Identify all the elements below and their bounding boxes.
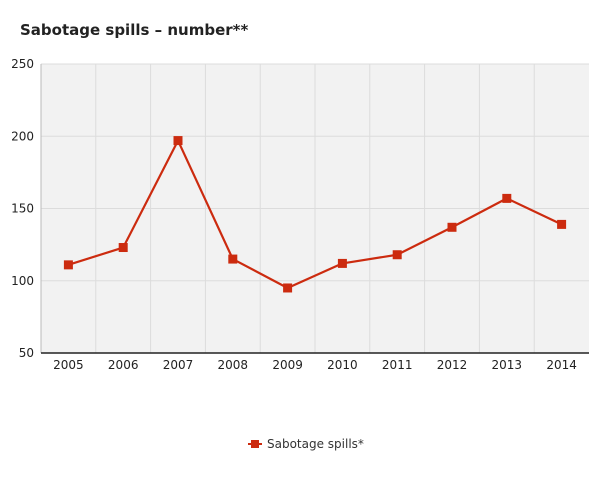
- x-tick-label: 2008: [218, 358, 249, 372]
- legend[interactable]: Sabotage spills*: [248, 437, 364, 451]
- data-point-marker: [447, 222, 457, 232]
- tick-labels: 50 100 150 200 250 2005 2006 2007 2008 2009 2010 20…: [11, 57, 577, 372]
- y-tick-label: 50: [19, 346, 34, 360]
- y-tick-label: 250: [11, 57, 34, 71]
- data-point-marker: [228, 254, 238, 264]
- data-point-marker: [557, 219, 567, 229]
- x-tick-label: 2006: [108, 358, 139, 372]
- x-tick-label: 2009: [272, 358, 303, 372]
- data-point-marker: [63, 260, 73, 270]
- x-tick-label: 2010: [327, 358, 358, 372]
- series-line: [68, 139, 563, 290]
- legend-marker-icon: [248, 438, 262, 450]
- data-point-marker: [173, 136, 183, 146]
- chart-title: Sabotage spills – number**: [20, 21, 249, 39]
- y-tick-label: 200: [11, 129, 34, 143]
- legend-label: Sabotage spills*: [267, 437, 364, 451]
- series-group: [63, 136, 567, 293]
- x-tick-label: 2012: [437, 358, 468, 372]
- y-tick-label: 100: [11, 274, 34, 288]
- data-point-marker: [283, 283, 293, 293]
- x-tick-label: 2014: [546, 358, 577, 372]
- data-point-marker: [118, 243, 128, 253]
- x-tick-label: 2005: [53, 358, 84, 372]
- x-tick-label: 2011: [382, 358, 413, 372]
- data-point-marker: [502, 193, 512, 203]
- data-point-marker: [337, 258, 347, 268]
- x-tick-label: 2013: [492, 358, 523, 372]
- grid: [41, 63, 589, 353]
- axes: [40, 64, 589, 354]
- data-point-marker: [392, 250, 402, 260]
- x-tick-label: 2007: [163, 358, 194, 372]
- y-tick-label: 150: [11, 202, 34, 216]
